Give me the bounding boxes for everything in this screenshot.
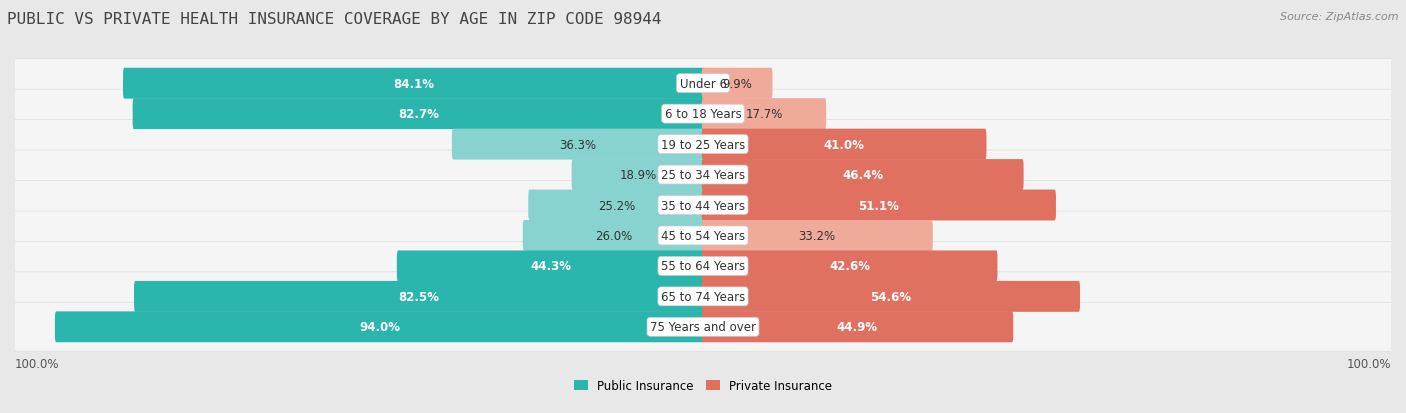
FancyBboxPatch shape <box>11 181 1395 230</box>
Text: PUBLIC VS PRIVATE HEALTH INSURANCE COVERAGE BY AGE IN ZIP CODE 98944: PUBLIC VS PRIVATE HEALTH INSURANCE COVER… <box>7 12 662 27</box>
FancyBboxPatch shape <box>702 69 772 100</box>
FancyBboxPatch shape <box>11 59 1395 109</box>
FancyBboxPatch shape <box>11 211 1395 260</box>
FancyBboxPatch shape <box>55 311 704 342</box>
Text: 41.0%: 41.0% <box>824 138 865 151</box>
FancyBboxPatch shape <box>132 99 704 130</box>
Text: 82.5%: 82.5% <box>399 290 440 303</box>
Text: 19 to 25 Years: 19 to 25 Years <box>661 138 745 151</box>
FancyBboxPatch shape <box>11 151 1395 199</box>
Text: 75 Years and over: 75 Years and over <box>650 320 756 334</box>
Text: Under 6: Under 6 <box>679 78 727 90</box>
FancyBboxPatch shape <box>122 69 704 100</box>
FancyBboxPatch shape <box>702 190 1056 221</box>
FancyBboxPatch shape <box>702 281 1080 312</box>
Text: 6 to 18 Years: 6 to 18 Years <box>665 108 741 121</box>
Text: 35 to 44 Years: 35 to 44 Years <box>661 199 745 212</box>
Text: 44.9%: 44.9% <box>837 320 877 334</box>
FancyBboxPatch shape <box>523 221 704 251</box>
Text: 17.7%: 17.7% <box>745 108 783 121</box>
Text: 100.0%: 100.0% <box>1347 357 1391 370</box>
Text: 45 to 54 Years: 45 to 54 Years <box>661 229 745 242</box>
Text: 26.0%: 26.0% <box>595 229 633 242</box>
Text: 36.3%: 36.3% <box>560 138 596 151</box>
FancyBboxPatch shape <box>529 190 704 221</box>
FancyBboxPatch shape <box>702 160 1024 190</box>
FancyBboxPatch shape <box>702 221 932 251</box>
FancyBboxPatch shape <box>11 242 1395 291</box>
Text: 18.9%: 18.9% <box>620 169 657 182</box>
FancyBboxPatch shape <box>702 99 827 130</box>
Text: 82.7%: 82.7% <box>398 108 439 121</box>
Text: 51.1%: 51.1% <box>858 199 900 212</box>
FancyBboxPatch shape <box>134 281 704 312</box>
Text: 55 to 64 Years: 55 to 64 Years <box>661 260 745 273</box>
FancyBboxPatch shape <box>572 160 704 190</box>
Text: Source: ZipAtlas.com: Source: ZipAtlas.com <box>1281 12 1399 22</box>
Text: 84.1%: 84.1% <box>394 78 434 90</box>
Text: 44.3%: 44.3% <box>530 260 571 273</box>
FancyBboxPatch shape <box>702 251 997 282</box>
FancyBboxPatch shape <box>702 311 1014 342</box>
Text: 25.2%: 25.2% <box>598 199 636 212</box>
Text: 42.6%: 42.6% <box>830 260 870 273</box>
Text: 65 to 74 Years: 65 to 74 Years <box>661 290 745 303</box>
Text: 100.0%: 100.0% <box>15 357 59 370</box>
FancyBboxPatch shape <box>396 251 704 282</box>
Text: 54.6%: 54.6% <box>870 290 911 303</box>
FancyBboxPatch shape <box>11 272 1395 321</box>
FancyBboxPatch shape <box>451 129 704 160</box>
Text: 33.2%: 33.2% <box>799 229 835 242</box>
FancyBboxPatch shape <box>702 129 987 160</box>
FancyBboxPatch shape <box>11 90 1395 139</box>
Text: 94.0%: 94.0% <box>359 320 401 334</box>
FancyBboxPatch shape <box>11 303 1395 351</box>
Text: 25 to 34 Years: 25 to 34 Years <box>661 169 745 182</box>
Legend: Public Insurance, Private Insurance: Public Insurance, Private Insurance <box>569 375 837 397</box>
FancyBboxPatch shape <box>11 120 1395 169</box>
Text: 9.9%: 9.9% <box>723 78 752 90</box>
Text: 46.4%: 46.4% <box>842 169 883 182</box>
